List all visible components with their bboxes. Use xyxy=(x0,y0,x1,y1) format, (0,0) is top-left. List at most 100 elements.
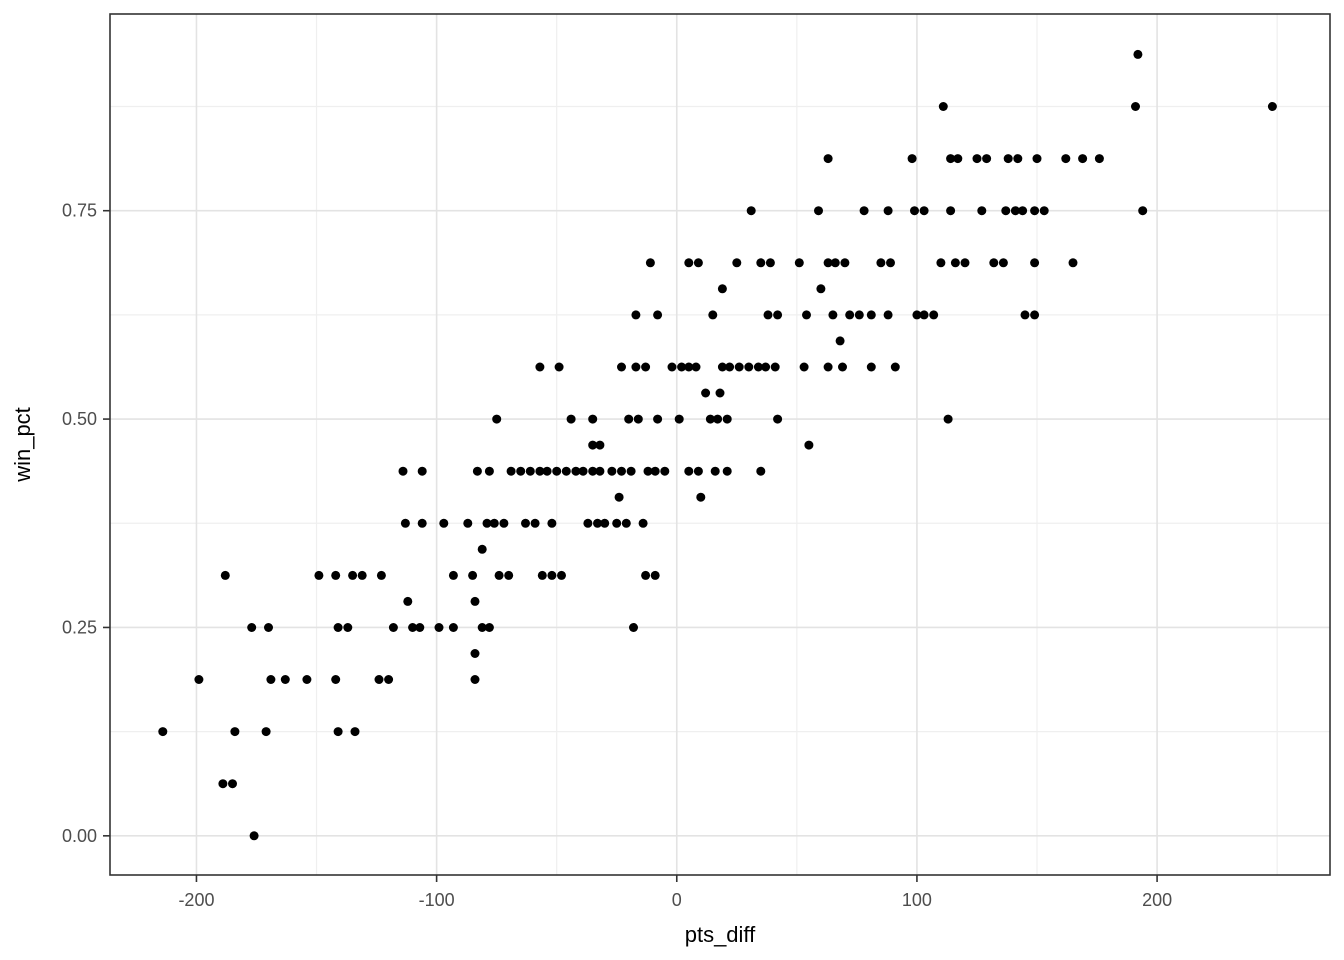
data-point xyxy=(542,466,552,476)
data-point xyxy=(537,570,547,580)
data-point xyxy=(535,362,545,372)
data-point xyxy=(158,727,168,737)
data-point xyxy=(977,206,987,216)
data-point xyxy=(448,570,458,580)
data-point xyxy=(482,518,492,528)
data-point xyxy=(629,623,638,632)
data-point xyxy=(266,675,276,684)
data-point xyxy=(746,206,756,216)
data-point xyxy=(708,310,718,320)
data-point xyxy=(761,362,771,372)
data-point xyxy=(804,440,814,450)
y-tick-label: 0.75 xyxy=(62,201,97,221)
data-point xyxy=(684,362,694,372)
data-point xyxy=(912,310,922,320)
data-point xyxy=(653,414,663,424)
data-point xyxy=(943,414,953,424)
data-point xyxy=(845,310,855,320)
data-point xyxy=(1001,206,1011,216)
data-point xyxy=(566,414,576,424)
data-point xyxy=(280,675,290,684)
data-point xyxy=(588,414,598,424)
data-point xyxy=(693,466,703,476)
data-point xyxy=(631,310,641,320)
data-point xyxy=(417,466,427,476)
data-point xyxy=(1131,102,1140,111)
data-point xyxy=(653,310,663,320)
data-point xyxy=(494,570,504,580)
data-point xyxy=(448,623,458,632)
data-point xyxy=(946,154,956,164)
data-point xyxy=(595,440,605,450)
data-point xyxy=(314,570,324,580)
data-point xyxy=(220,570,230,580)
data-point xyxy=(910,206,919,216)
data-point xyxy=(588,466,598,476)
data-point xyxy=(989,258,999,268)
data-point xyxy=(530,518,540,528)
data-point xyxy=(1020,310,1030,320)
data-point xyxy=(717,284,727,294)
data-point xyxy=(247,623,257,632)
data-point xyxy=(1078,154,1088,164)
data-point xyxy=(614,492,624,502)
data-point xyxy=(1003,154,1013,164)
plot-panel xyxy=(110,14,1330,875)
data-point xyxy=(835,336,845,346)
data-point xyxy=(302,675,312,684)
data-point xyxy=(600,518,610,528)
data-point xyxy=(415,623,425,632)
data-point xyxy=(403,596,413,606)
data-point xyxy=(744,362,754,372)
data-point xyxy=(343,623,353,632)
data-point xyxy=(331,570,341,580)
data-point xyxy=(641,362,651,372)
data-point xyxy=(802,310,811,320)
data-point xyxy=(468,570,478,580)
data-point xyxy=(504,570,514,580)
data-point xyxy=(938,102,948,111)
data-point xyxy=(770,362,780,372)
data-point xyxy=(578,466,588,476)
data-point xyxy=(499,518,509,528)
data-point xyxy=(218,779,228,789)
data-point xyxy=(554,362,564,372)
data-point xyxy=(717,362,727,372)
data-point xyxy=(684,258,694,268)
y-axis-title: win_pct xyxy=(10,407,35,483)
data-point xyxy=(1013,154,1023,164)
data-point xyxy=(506,466,516,476)
y-tick-label: 0.25 xyxy=(62,617,97,637)
data-point xyxy=(883,206,893,216)
data-point xyxy=(998,258,1008,268)
data-point xyxy=(677,362,687,372)
data-point xyxy=(571,466,581,476)
data-point xyxy=(1061,154,1071,164)
data-point xyxy=(886,258,895,268)
data-point xyxy=(434,623,444,632)
data-point xyxy=(756,466,766,476)
data-point xyxy=(722,414,732,424)
x-tick-label: -200 xyxy=(178,890,214,910)
data-point xyxy=(859,206,869,216)
data-point xyxy=(472,466,482,476)
data-point xyxy=(691,362,701,372)
data-point xyxy=(953,154,963,164)
data-point xyxy=(463,518,473,528)
data-point xyxy=(333,623,343,632)
data-point xyxy=(400,518,410,528)
data-point xyxy=(1032,154,1042,164)
x-tick-label: 0 xyxy=(672,890,682,910)
data-point xyxy=(417,518,427,528)
data-point xyxy=(816,284,826,294)
data-point xyxy=(228,779,237,789)
data-point xyxy=(561,466,571,476)
data-point xyxy=(439,518,449,528)
data-point xyxy=(593,518,602,528)
data-point xyxy=(552,466,562,476)
data-point xyxy=(972,154,982,164)
data-point xyxy=(477,544,487,554)
data-point xyxy=(773,414,783,424)
data-point xyxy=(470,649,480,658)
